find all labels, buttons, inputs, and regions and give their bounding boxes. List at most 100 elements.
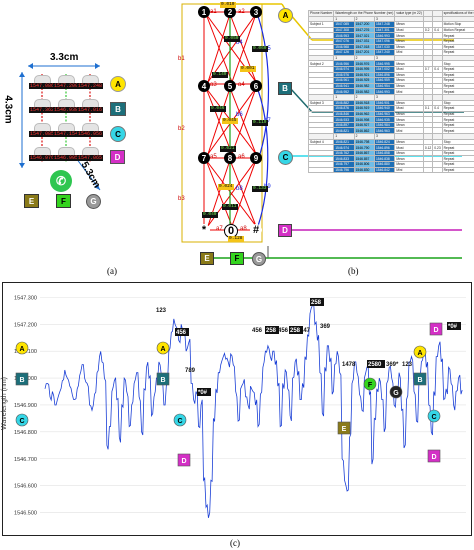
transition-badge: 0.001 <box>240 66 256 72</box>
caption-b: (b) <box>348 266 359 276</box>
tag-d: D <box>278 224 292 237</box>
tag-g <box>389 385 403 399</box>
table-row: 1546.876 1546.919 1546.940 Most 0.1 0.4 Repeat <box>307 105 474 112</box>
tag-label: G <box>393 390 399 397</box>
key-annotation: *0# <box>448 324 458 330</box>
transition-badge: 0.021 <box>220 146 236 152</box>
table-header: value type (m 22) <box>394 10 424 17</box>
tag-label: A <box>160 346 165 353</box>
arrow-label-b8: b8 <box>236 186 243 192</box>
annotation-badge <box>265 326 279 334</box>
table-header: Phone Number <box>307 10 335 17</box>
key-annotation: 123 <box>156 308 167 314</box>
table-row: 1546.952 1546.982 1546.993 Mini Repeat <box>307 88 474 95</box>
transition-badge: 0.050 <box>224 36 240 42</box>
key-annotation: 258 <box>266 328 277 334</box>
key-annotation: 1478 <box>342 362 356 368</box>
arrow-label-b3: b3 <box>178 196 185 202</box>
table-row: 1546.961 1546.925 1546.959 Mean Repeat <box>307 77 474 84</box>
keypad-number-6: 6 <box>250 80 262 92</box>
arrow-label-b6: b6 <box>236 112 243 118</box>
tag-label: D <box>433 327 438 334</box>
table-row: 1546.897 1546.927 1546.984 Mean Repeat <box>307 121 474 129</box>
transition-badge: 0.128 <box>228 236 244 242</box>
tag-f: F <box>230 252 244 265</box>
sensor-reading: 1546.938 <box>53 107 79 113</box>
table-row: 1546.974 1546.995 1547.002 Most 0.7 0.4 Repeat <box>307 65 474 73</box>
tag-b: B <box>278 82 292 95</box>
tag-label: B <box>417 377 422 384</box>
table-row: Subject 1 1547.085 1547.200 1547.248 Mean Mot… <box>307 21 474 28</box>
transition-badge: 0.119 <box>252 120 268 126</box>
table-row: 1546.846 1546.962 1546.963 Mean Repeat <box>307 110 474 118</box>
tag-label: F <box>368 382 373 389</box>
tag-label: D <box>431 454 436 461</box>
call-button[interactable]: ✆ <box>50 170 72 192</box>
y-tick-label: 1546.900 <box>14 403 37 409</box>
sensor-reading: 1547.086 <box>29 83 55 89</box>
tag-label: D <box>181 458 186 465</box>
sensor-reading: 1547.200 <box>53 83 79 89</box>
tag-c: C <box>110 126 126 142</box>
tag-b: B <box>110 102 126 116</box>
annotation-badge <box>197 388 211 396</box>
transition-badge: 0.045 <box>222 118 238 124</box>
sensor-reading: 1547.016 <box>77 107 103 113</box>
tag-d <box>429 322 443 336</box>
key-annotation: 456 <box>252 328 263 334</box>
sensor-reading: 1547.065 <box>77 155 103 161</box>
tag-c <box>427 409 441 423</box>
caption-a: (a) <box>107 266 117 276</box>
sensor-reading: 1547.154 <box>53 131 79 137</box>
arrow-label-a2: a2 <box>238 9 245 15</box>
arrow-label-b4: b4 <box>236 40 243 46</box>
transition-badge: 0.046 <box>210 106 226 112</box>
tag-c <box>15 413 29 427</box>
tag-label: A <box>19 346 24 353</box>
y-axis-label: Wavelength (nm) <box>1 376 9 431</box>
wavelength-table-grid: Phone Number Wavelength on the Phone Numb… <box>307 10 474 174</box>
transition-badge: 0.133 <box>252 186 268 192</box>
table-row: 1547.076 1547.031 1547.096 Mean Repeat <box>307 38 474 45</box>
phone-icon: ✆ <box>55 174 67 188</box>
keypad-number-7: 7 <box>198 152 210 164</box>
keypad-number-3: 3 <box>250 6 262 18</box>
tag-label: B <box>160 377 165 384</box>
wavelength-series-line <box>44 302 463 518</box>
tag-c: C <box>278 150 293 165</box>
panel-a: 3.3cm 4.3cm 5.3cm 1547.086 1547.200 1547.2… <box>0 0 200 276</box>
key-annotation: 258 <box>311 300 322 306</box>
transition-badge: 0.024 <box>218 184 234 190</box>
tag-b <box>156 372 170 386</box>
tag-a: A <box>278 8 293 23</box>
tag-g: G <box>86 194 101 209</box>
panel-c: 1546.500 1546.600 1546.700 1546.800 1546.900… <box>0 280 474 550</box>
tag-d <box>177 453 191 467</box>
key-annotation: 456 <box>176 330 187 336</box>
y-tick-label: 1547.200 <box>14 322 37 328</box>
table-row: Subject 3 1546.882 1546.918 1546.901 Mean Sto… <box>307 99 474 107</box>
transition-badge: 0.149 <box>212 72 228 78</box>
tag-e: E <box>200 252 214 265</box>
key-annotation: *0# <box>198 390 208 396</box>
tag-f <box>363 377 377 391</box>
keypad-number-1: 1 <box>198 6 210 18</box>
key-annotation: 789 <box>185 368 196 374</box>
sensor-reading: 1547.248 <box>77 83 103 89</box>
keypad-number-5: 5 <box>224 80 236 92</box>
table-row: Subject 2 1546.956 1546.976 1546.995 Mean Sto… <box>307 60 474 67</box>
sensor-reading: 1546.976 <box>29 155 55 161</box>
tag-label: C <box>177 418 182 425</box>
keypad-number-2: 2 <box>224 6 236 18</box>
tag-a <box>413 345 427 359</box>
arrow-label-b1: b1 <box>178 56 185 62</box>
key-annotation: 2580 <box>368 362 382 368</box>
table-row: 1546.941 1546.982 1546.954 Mean Repeat <box>307 82 474 90</box>
keypad-number-hash: # <box>250 224 262 236</box>
y-tick-label: 1546.600 <box>14 484 37 490</box>
table-row: 1546.988 1547.018 1547.030 Mean Repeat <box>307 43 474 51</box>
annotation-badge <box>289 326 303 334</box>
annotation-badge <box>367 360 385 368</box>
sensor-reading: 1546.995 <box>53 155 79 161</box>
table-row: Subject 4 1546.821 1546.798 1546.824 Mean Sto… <box>307 138 474 146</box>
